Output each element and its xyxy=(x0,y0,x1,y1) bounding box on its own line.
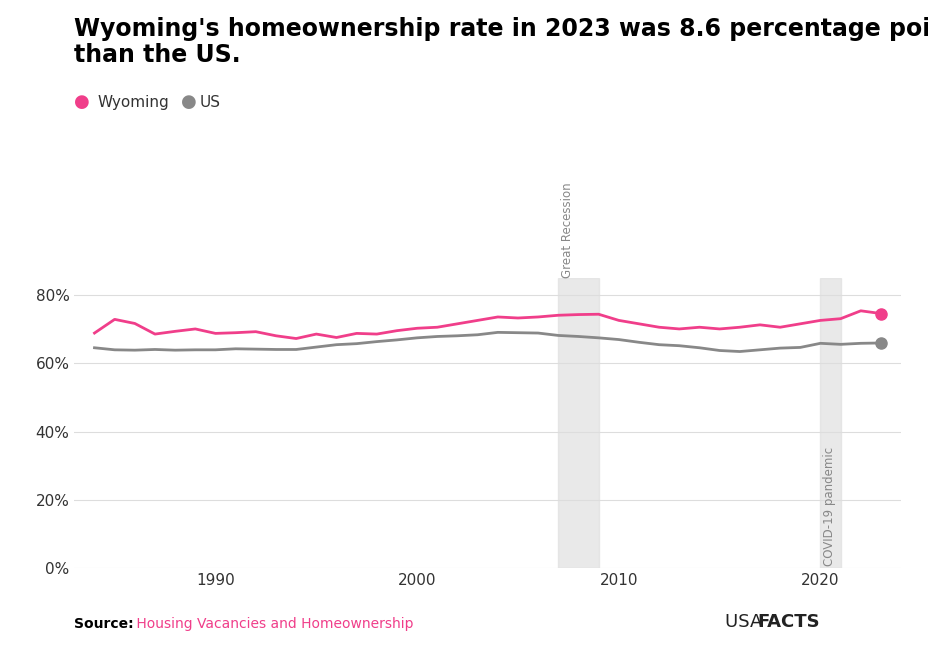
Text: USA: USA xyxy=(724,613,767,631)
Text: ●: ● xyxy=(181,93,197,112)
Text: Housing Vacancies and Homeownership: Housing Vacancies and Homeownership xyxy=(132,617,413,631)
Text: US: US xyxy=(200,95,221,110)
Bar xyxy=(819,278,840,568)
Text: COVID-19 pandemic: COVID-19 pandemic xyxy=(822,446,835,566)
Bar xyxy=(558,278,598,568)
Text: Wyoming's homeownership rate in 2023 was 8.6 percentage points higher: Wyoming's homeownership rate in 2023 was… xyxy=(74,17,928,40)
Text: Great Recession: Great Recession xyxy=(561,182,574,278)
Text: Source:: Source: xyxy=(74,617,134,631)
Text: FACTS: FACTS xyxy=(756,613,818,631)
Text: ●: ● xyxy=(74,93,90,112)
Text: Wyoming: Wyoming xyxy=(97,95,169,110)
Text: than the US.: than the US. xyxy=(74,43,240,67)
